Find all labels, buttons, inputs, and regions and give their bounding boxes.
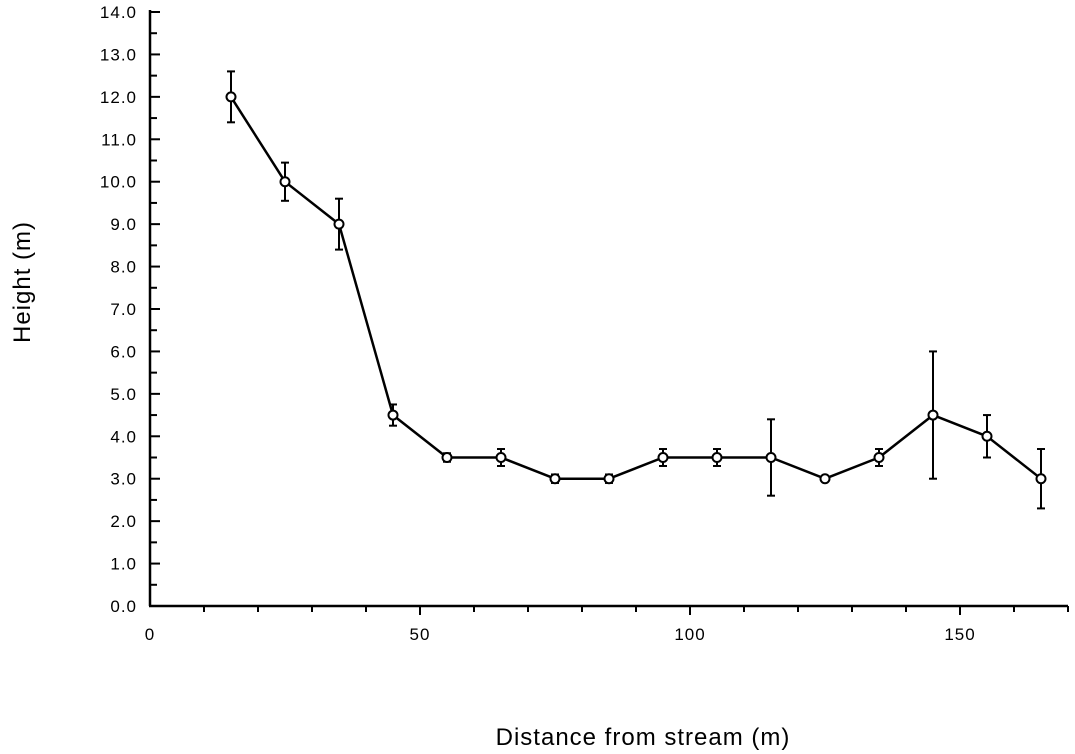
- y-tick-label: 14.0: [100, 3, 137, 22]
- series-line: [229, 96, 1042, 480]
- y-tick-label: 2.0: [110, 512, 137, 531]
- data-point: [765, 452, 777, 463]
- data-point: [441, 452, 453, 463]
- data-points: [225, 91, 1047, 485]
- y-tick-label: 0.0: [110, 597, 137, 616]
- x-tick-label: 100: [674, 625, 705, 644]
- y-tick-label: 8.0: [110, 258, 137, 277]
- data-point: [225, 91, 237, 103]
- data-point: [333, 218, 345, 230]
- series-line-group: [229, 96, 1042, 480]
- data-point: [495, 452, 507, 463]
- x-tick-label: 50: [410, 625, 431, 644]
- data-point: [711, 452, 723, 463]
- y-tick-label: 3.0: [110, 470, 137, 489]
- data-point: [549, 473, 561, 485]
- y-axis-ticks: 0.0 1.0 2.0 3.0 4.0 5.0 6.0 7.0 8.0 9.0 10.0 11.0 12…: [100, 3, 160, 616]
- x-tick-label: 0: [145, 625, 155, 644]
- data-point: [1035, 473, 1047, 485]
- data-point: [657, 452, 669, 463]
- data-point: [873, 452, 885, 463]
- y-tick-label: 7.0: [110, 300, 137, 319]
- y-tick-label: 5.0: [110, 385, 137, 404]
- axes: [148, 10, 1068, 608]
- data-point: [279, 176, 291, 188]
- y-tick-label: 6.0: [110, 342, 137, 361]
- data-point: [927, 409, 939, 421]
- y-tick-label: 10.0: [100, 173, 137, 192]
- data-point: [981, 430, 993, 442]
- x-axis-title: Distance from stream (m): [496, 724, 791, 751]
- error-bars: [227, 70, 1045, 510]
- y-tick-label: 13.0: [100, 45, 137, 64]
- y-axis-title: Height (m): [9, 221, 36, 343]
- data-point: [387, 409, 399, 421]
- data-point: [819, 473, 831, 485]
- y-tick-label: 9.0: [110, 215, 137, 234]
- y-tick-label: 11.0: [101, 130, 137, 149]
- y-tick-label: 4.0: [110, 427, 137, 446]
- x-axis-ticks: 0 50 100 150: [145, 606, 1069, 644]
- y-tick-label: 1.0: [110, 555, 137, 574]
- data-point: [603, 473, 615, 485]
- y-tick-label: 12.0: [100, 88, 137, 107]
- x-tick-label: 150: [944, 625, 975, 644]
